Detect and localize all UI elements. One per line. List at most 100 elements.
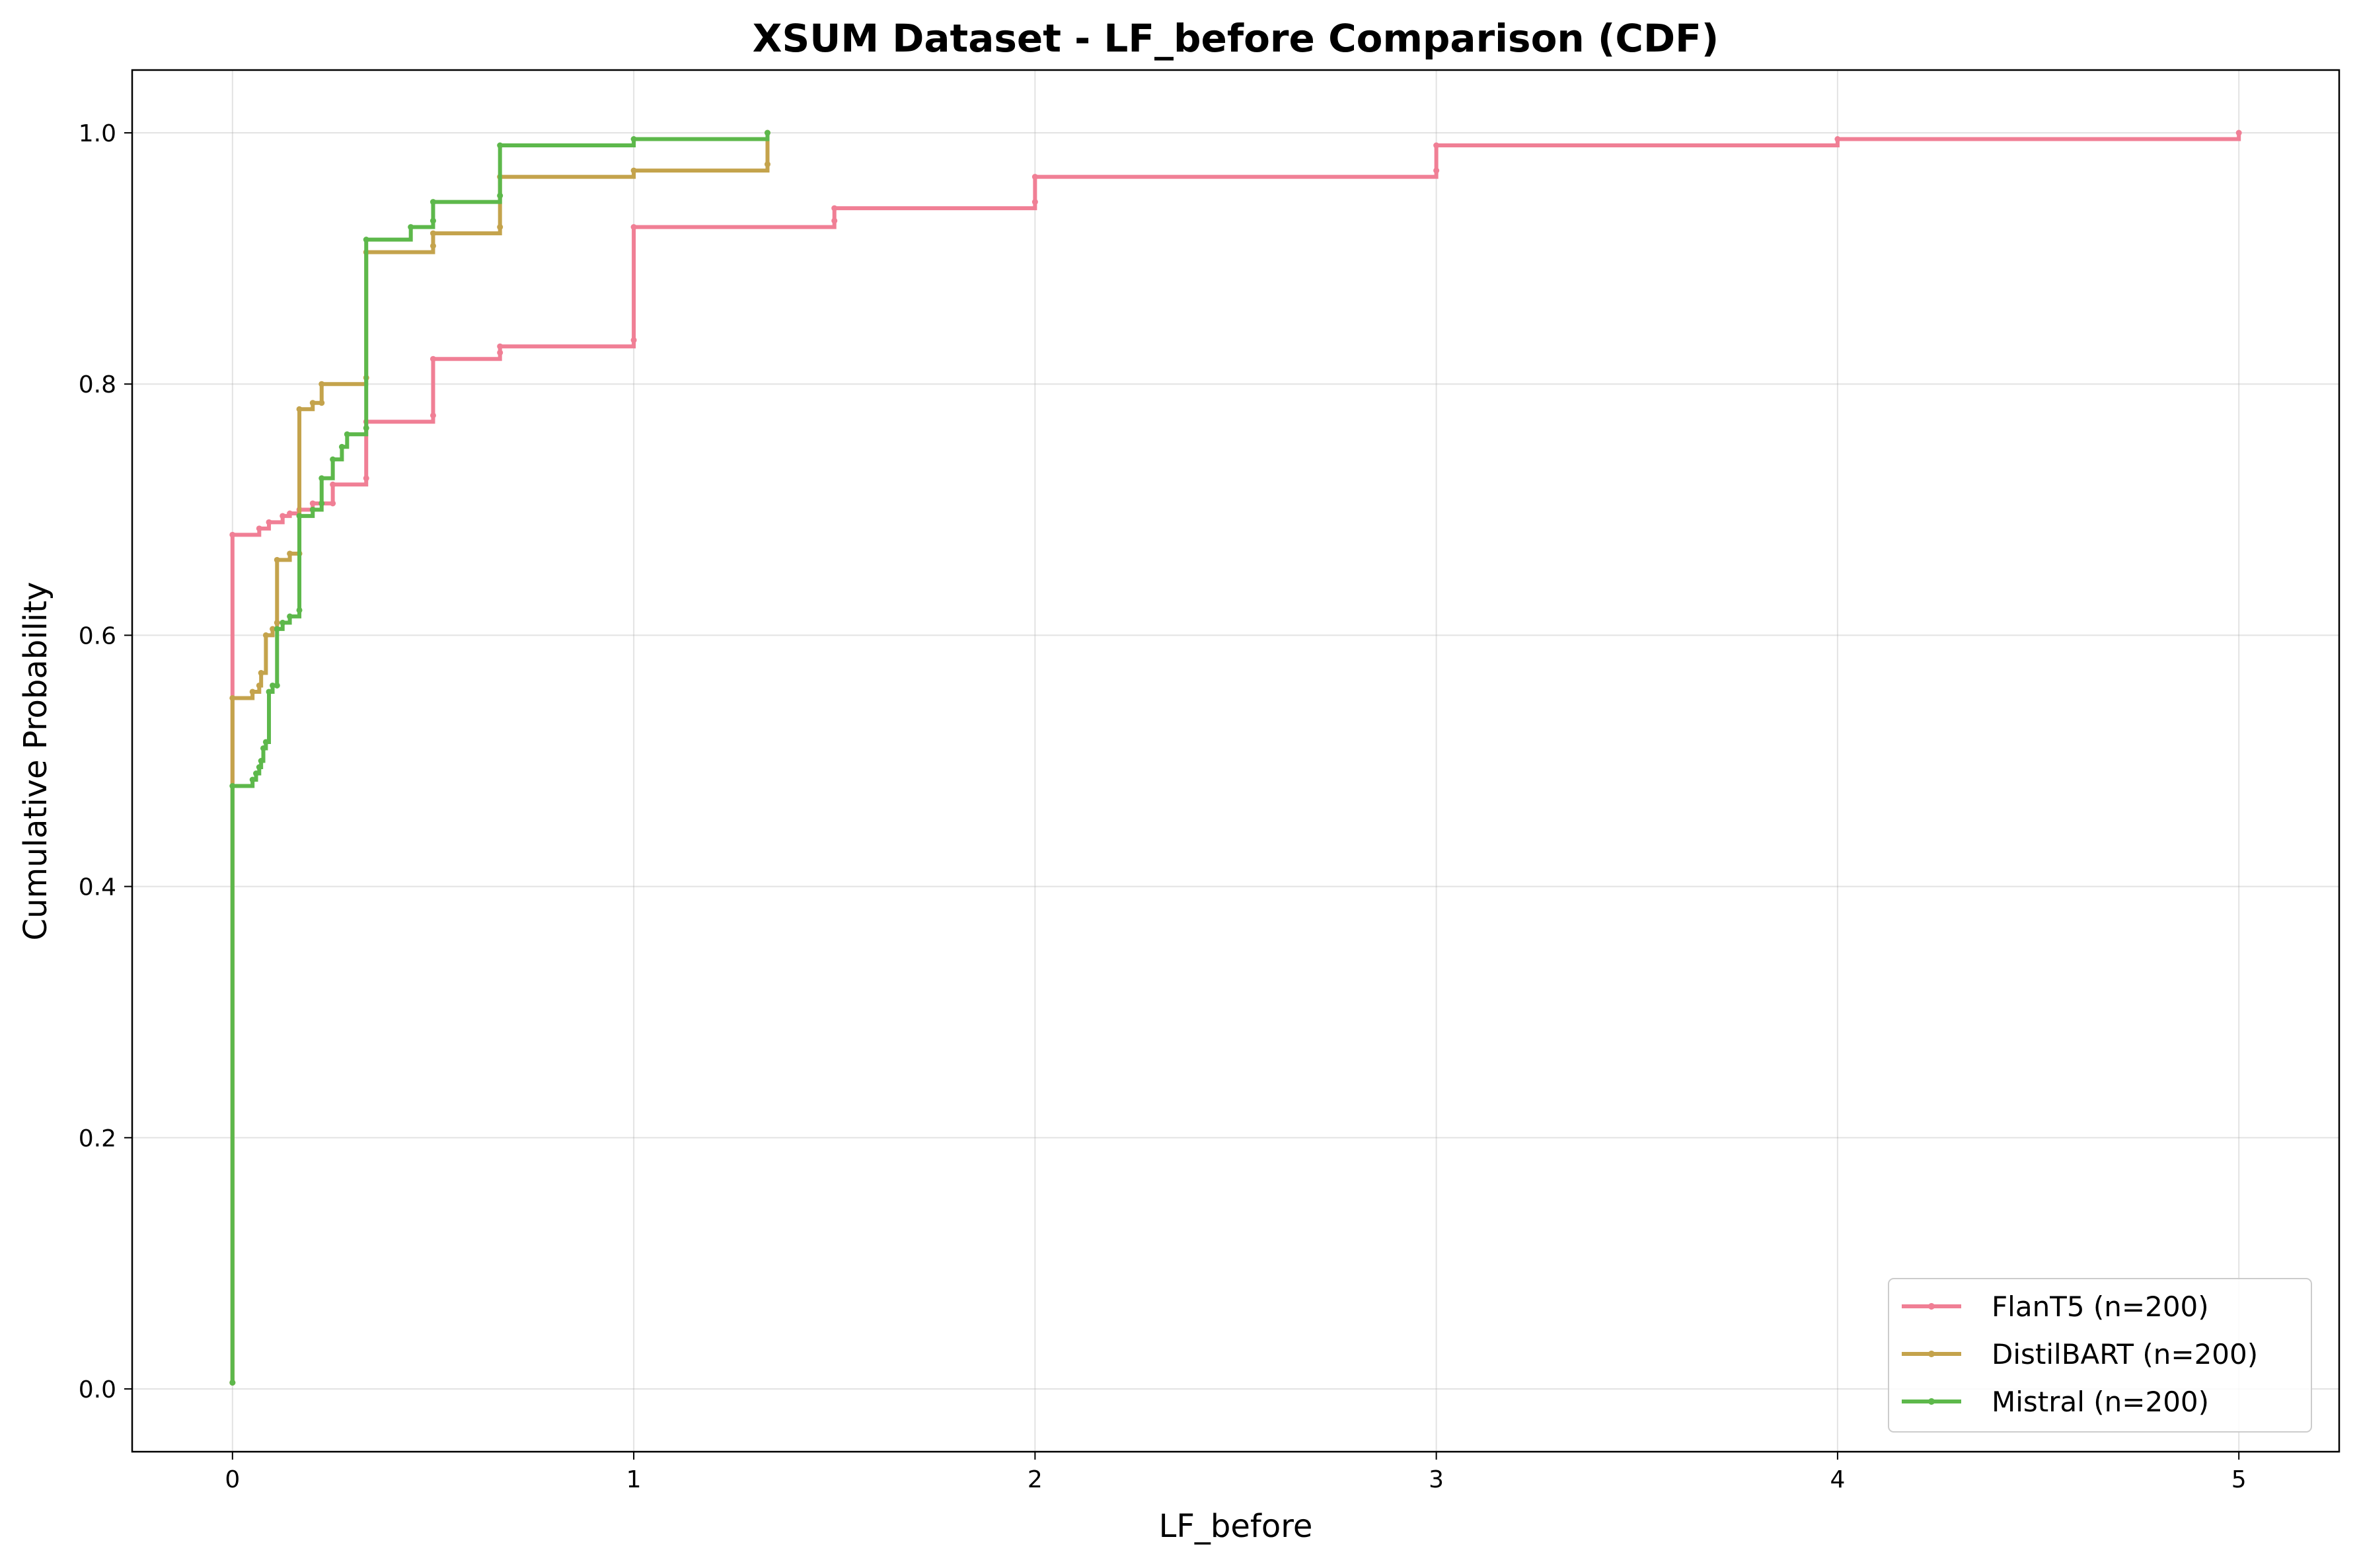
legend-label: DistilBART (n=200) (1992, 1338, 2258, 1370)
y-tick-label: 0.4 (79, 874, 116, 901)
data-point-mistral (497, 192, 504, 199)
data-point-flant5 (229, 531, 236, 538)
legend-label: FlanT5 (n=200) (1992, 1290, 2209, 1323)
grid (132, 70, 2339, 1452)
data-point-distilbart (274, 619, 280, 626)
data-point-mistral (338, 443, 345, 450)
data-point-mistral (296, 607, 303, 613)
series-mistral (229, 130, 770, 1386)
data-point-mistral (344, 431, 350, 437)
data-point-flant5 (630, 337, 637, 344)
data-point-mistral (256, 764, 262, 770)
data-point-flant5 (831, 217, 838, 224)
data-point-distilbart (229, 694, 236, 701)
y-tick-label: 0.8 (79, 371, 116, 398)
chart-title: XSUM Dataset - LF_before Comparison (CDF… (753, 16, 1719, 61)
data-point-distilbart (318, 400, 325, 406)
data-point-flant5 (309, 500, 316, 507)
legend: FlanT5 (n=200) DistilBART (n=200) Mistral … (1888, 1278, 2312, 1433)
data-point-flant5 (630, 224, 637, 231)
series-layer (229, 130, 2242, 1386)
data-point-mistral (318, 475, 325, 482)
data-point-distilbart (258, 669, 264, 676)
data-point-flant5 (430, 355, 436, 362)
data-point-distilbart (262, 632, 269, 638)
data-point-flant5 (1834, 136, 1841, 143)
data-point-distilbart (249, 689, 256, 695)
y-tick-label: 0.6 (79, 622, 116, 650)
data-point-flant5 (497, 350, 504, 356)
x-tick-label: 2 (1028, 1466, 1043, 1493)
data-point-flant5 (256, 525, 262, 532)
data-point-mistral (249, 776, 256, 783)
data-point-distilbart (287, 550, 293, 557)
data-point-distilbart (256, 682, 262, 689)
legend-frame (1888, 1278, 2312, 1433)
data-point-distilbart (764, 161, 770, 168)
data-point-mistral (262, 739, 269, 745)
data-point-flant5 (330, 481, 336, 488)
x-tick-label: 5 (2231, 1466, 2247, 1493)
x-tick-label: 4 (1830, 1466, 1845, 1493)
legend-marker (1928, 1303, 1935, 1310)
data-point-mistral (274, 682, 280, 689)
data-point-flant5 (363, 475, 369, 482)
data-point-flant5 (280, 513, 286, 519)
data-point-distilbart (309, 400, 316, 406)
series-flant5 (229, 130, 2242, 1386)
y-tick-label: 0.2 (79, 1125, 116, 1152)
data-point-mistral (318, 500, 325, 507)
x-axis-ticks: 0 1 2 3 4 5 (225, 1452, 2247, 1493)
legend-item-mistral: Mistral (n=200) (1902, 1386, 2209, 1418)
legend-marker (1928, 1398, 1935, 1405)
data-point-flant5 (1433, 142, 1440, 149)
legend-item-flant5: FlanT5 (n=200) (1902, 1290, 2209, 1323)
data-point-distilbart (630, 167, 637, 174)
data-point-flant5 (430, 412, 436, 419)
x-axis-label: LF_before (1159, 1508, 1313, 1545)
plot-frame (131, 69, 2340, 1453)
data-point-flant5 (266, 519, 272, 525)
data-point-mistral (274, 626, 280, 632)
y-tick-label: 1.0 (79, 120, 116, 147)
x-tick-label: 1 (626, 1466, 642, 1493)
data-point-mistral (309, 506, 316, 513)
data-point-mistral (363, 425, 369, 431)
data-point-mistral (296, 513, 303, 519)
y-axis-ticks: 0.0 0.2 0.4 0.6 0.8 1.0 (79, 120, 132, 1403)
data-point-mistral (287, 613, 293, 620)
data-point-mistral (330, 456, 336, 463)
legend-marker (1928, 1351, 1935, 1357)
data-point-distilbart (497, 224, 504, 231)
data-point-mistral (229, 1379, 236, 1386)
data-point-mistral (280, 619, 286, 626)
data-point-flant5 (497, 343, 504, 350)
data-point-mistral (229, 783, 236, 790)
data-point-mistral (260, 745, 267, 751)
data-point-mistral (497, 142, 504, 149)
data-point-flant5 (1031, 199, 1038, 205)
legend-label: Mistral (n=200) (1992, 1386, 2209, 1418)
y-axis-label: Cumulative Probability (17, 582, 54, 941)
data-point-mistral (630, 136, 637, 143)
data-point-mistral (266, 689, 272, 695)
data-point-mistral (270, 682, 276, 689)
x-tick-label: 0 (225, 1466, 240, 1493)
data-point-flant5 (287, 510, 293, 517)
data-point-mistral (764, 130, 770, 136)
data-point-mistral (408, 224, 414, 231)
data-point-distilbart (296, 406, 303, 412)
data-point-distilbart (270, 626, 276, 632)
data-point-flant5 (2235, 130, 2242, 136)
data-point-distilbart (430, 230, 436, 237)
legend-item-distilbart: DistilBART (n=200) (1902, 1338, 2258, 1370)
data-point-mistral (258, 758, 264, 764)
data-point-mistral (430, 199, 436, 205)
data-point-flant5 (1031, 174, 1038, 180)
data-point-distilbart (274, 556, 280, 563)
data-point-flant5 (1433, 167, 1440, 174)
data-point-distilbart (430, 243, 436, 249)
data-point-flant5 (831, 205, 838, 211)
y-tick-label: 0.0 (79, 1376, 116, 1403)
